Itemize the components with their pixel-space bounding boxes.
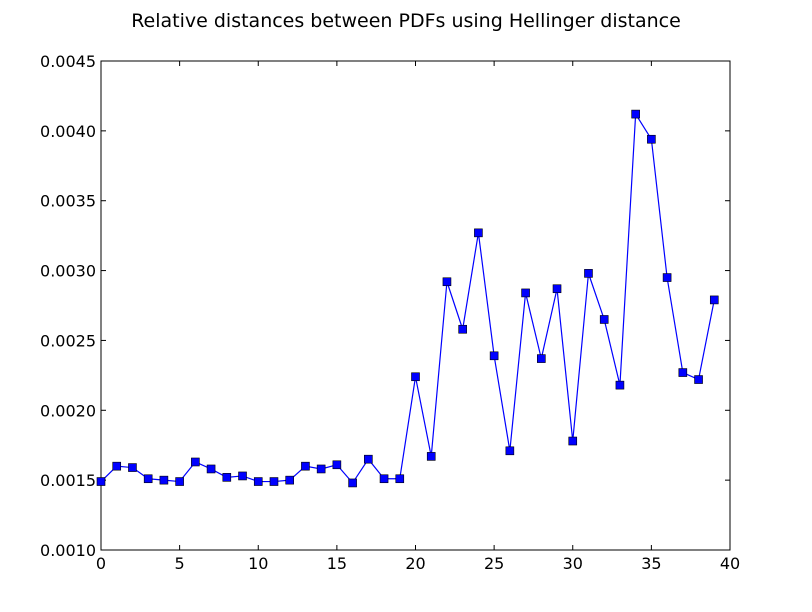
x-tick-label: 10: [248, 554, 268, 573]
data-point: [662, 273, 672, 282]
series-line: [100, 112, 715, 484]
x-tick-label: 40: [720, 554, 740, 573]
data-point: [269, 477, 279, 486]
data-point: [615, 380, 625, 390]
data-point: [222, 473, 232, 482]
y-tick-label: 0.0040: [40, 122, 96, 141]
data-point: [206, 464, 216, 474]
data-point: [647, 134, 656, 144]
x-tick-label: 25: [484, 554, 504, 573]
data-point: [348, 478, 357, 488]
data-point: [301, 461, 310, 471]
x-tick-label: 35: [641, 554, 661, 573]
data-point: [552, 284, 562, 294]
data-point: [96, 477, 106, 486]
y-tick-label: 0.0025: [40, 331, 96, 350]
data-point: [159, 475, 169, 485]
data-point: [678, 368, 688, 377]
chart-title: Relative distances between PDFs using He…: [131, 10, 681, 32]
plot-area: 0 5 10 15 20 25 30 35 40 0.0010 0.0015 0.0020 0.0025…: [40, 52, 740, 573]
y-tick-label: 0.0030: [40, 262, 96, 281]
data-point: [489, 351, 499, 361]
data-point: [411, 372, 420, 382]
data-point: [584, 269, 593, 278]
data-point: [238, 471, 247, 481]
data-point: [426, 452, 436, 461]
x-tick-label: 30: [563, 554, 583, 573]
x-tick-label: 20: [405, 554, 425, 573]
data-point: [631, 109, 640, 119]
data-point: [253, 477, 263, 486]
data-point: [599, 315, 609, 324]
data-point: [364, 454, 373, 464]
x-tick-label: 15: [327, 554, 347, 573]
plot-frame: [100, 60, 731, 551]
y-tick-label: 0.0010: [40, 541, 96, 560]
data-point: [128, 463, 137, 472]
data-point: [379, 474, 389, 484]
y-tick-label: 0.0015: [40, 471, 96, 490]
data-point: [285, 475, 295, 485]
data-point: [505, 446, 515, 456]
data-point: [112, 461, 122, 471]
data-point: [332, 460, 342, 470]
y-tick-label: 0.0020: [40, 401, 96, 420]
data-point: [694, 375, 703, 384]
y-tick-label: 0.0035: [40, 192, 96, 211]
data-point: [474, 228, 483, 238]
data-point: [316, 464, 326, 474]
data-point: [442, 277, 452, 287]
data-point: [143, 474, 153, 484]
x-tick-label: 5: [175, 554, 185, 573]
data-point: [568, 436, 578, 446]
data-point: [709, 295, 719, 305]
data-point: [175, 477, 184, 486]
x-tick-label: 0: [96, 554, 106, 573]
y-tick-label: 0.0045: [40, 52, 96, 71]
data-point: [536, 354, 546, 363]
data-point: [458, 324, 467, 334]
data-point: [395, 474, 405, 484]
data-point: [191, 457, 200, 467]
data-point: [521, 288, 530, 298]
